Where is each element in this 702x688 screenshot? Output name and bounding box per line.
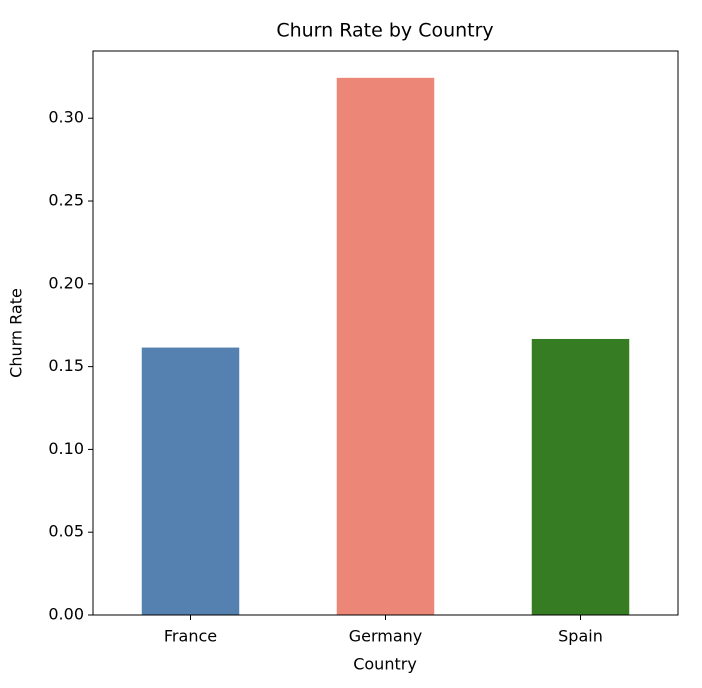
y-axis-label: Churn Rate: [7, 288, 26, 378]
y-tick-label: 0.00: [48, 605, 84, 624]
chart-title: Churn Rate by Country: [276, 20, 493, 42]
bar: [141, 347, 240, 615]
y-tick-label: 0.25: [48, 191, 84, 210]
y-tick-label: 0.20: [48, 273, 84, 292]
plot-frame: [92, 50, 679, 616]
x-tick-label: Spain: [558, 627, 603, 646]
x-tick-label: France: [164, 627, 217, 646]
y-tick-label: 0.15: [48, 356, 84, 375]
y-tick-label: 0.05: [48, 522, 84, 541]
x-axis-label: Country: [353, 655, 417, 674]
bar: [336, 77, 435, 615]
x-tick-label: Germany: [349, 627, 423, 646]
y-tick-label: 0.10: [48, 439, 84, 458]
y-tick-label: 0.30: [48, 108, 84, 127]
bar: [531, 338, 630, 615]
